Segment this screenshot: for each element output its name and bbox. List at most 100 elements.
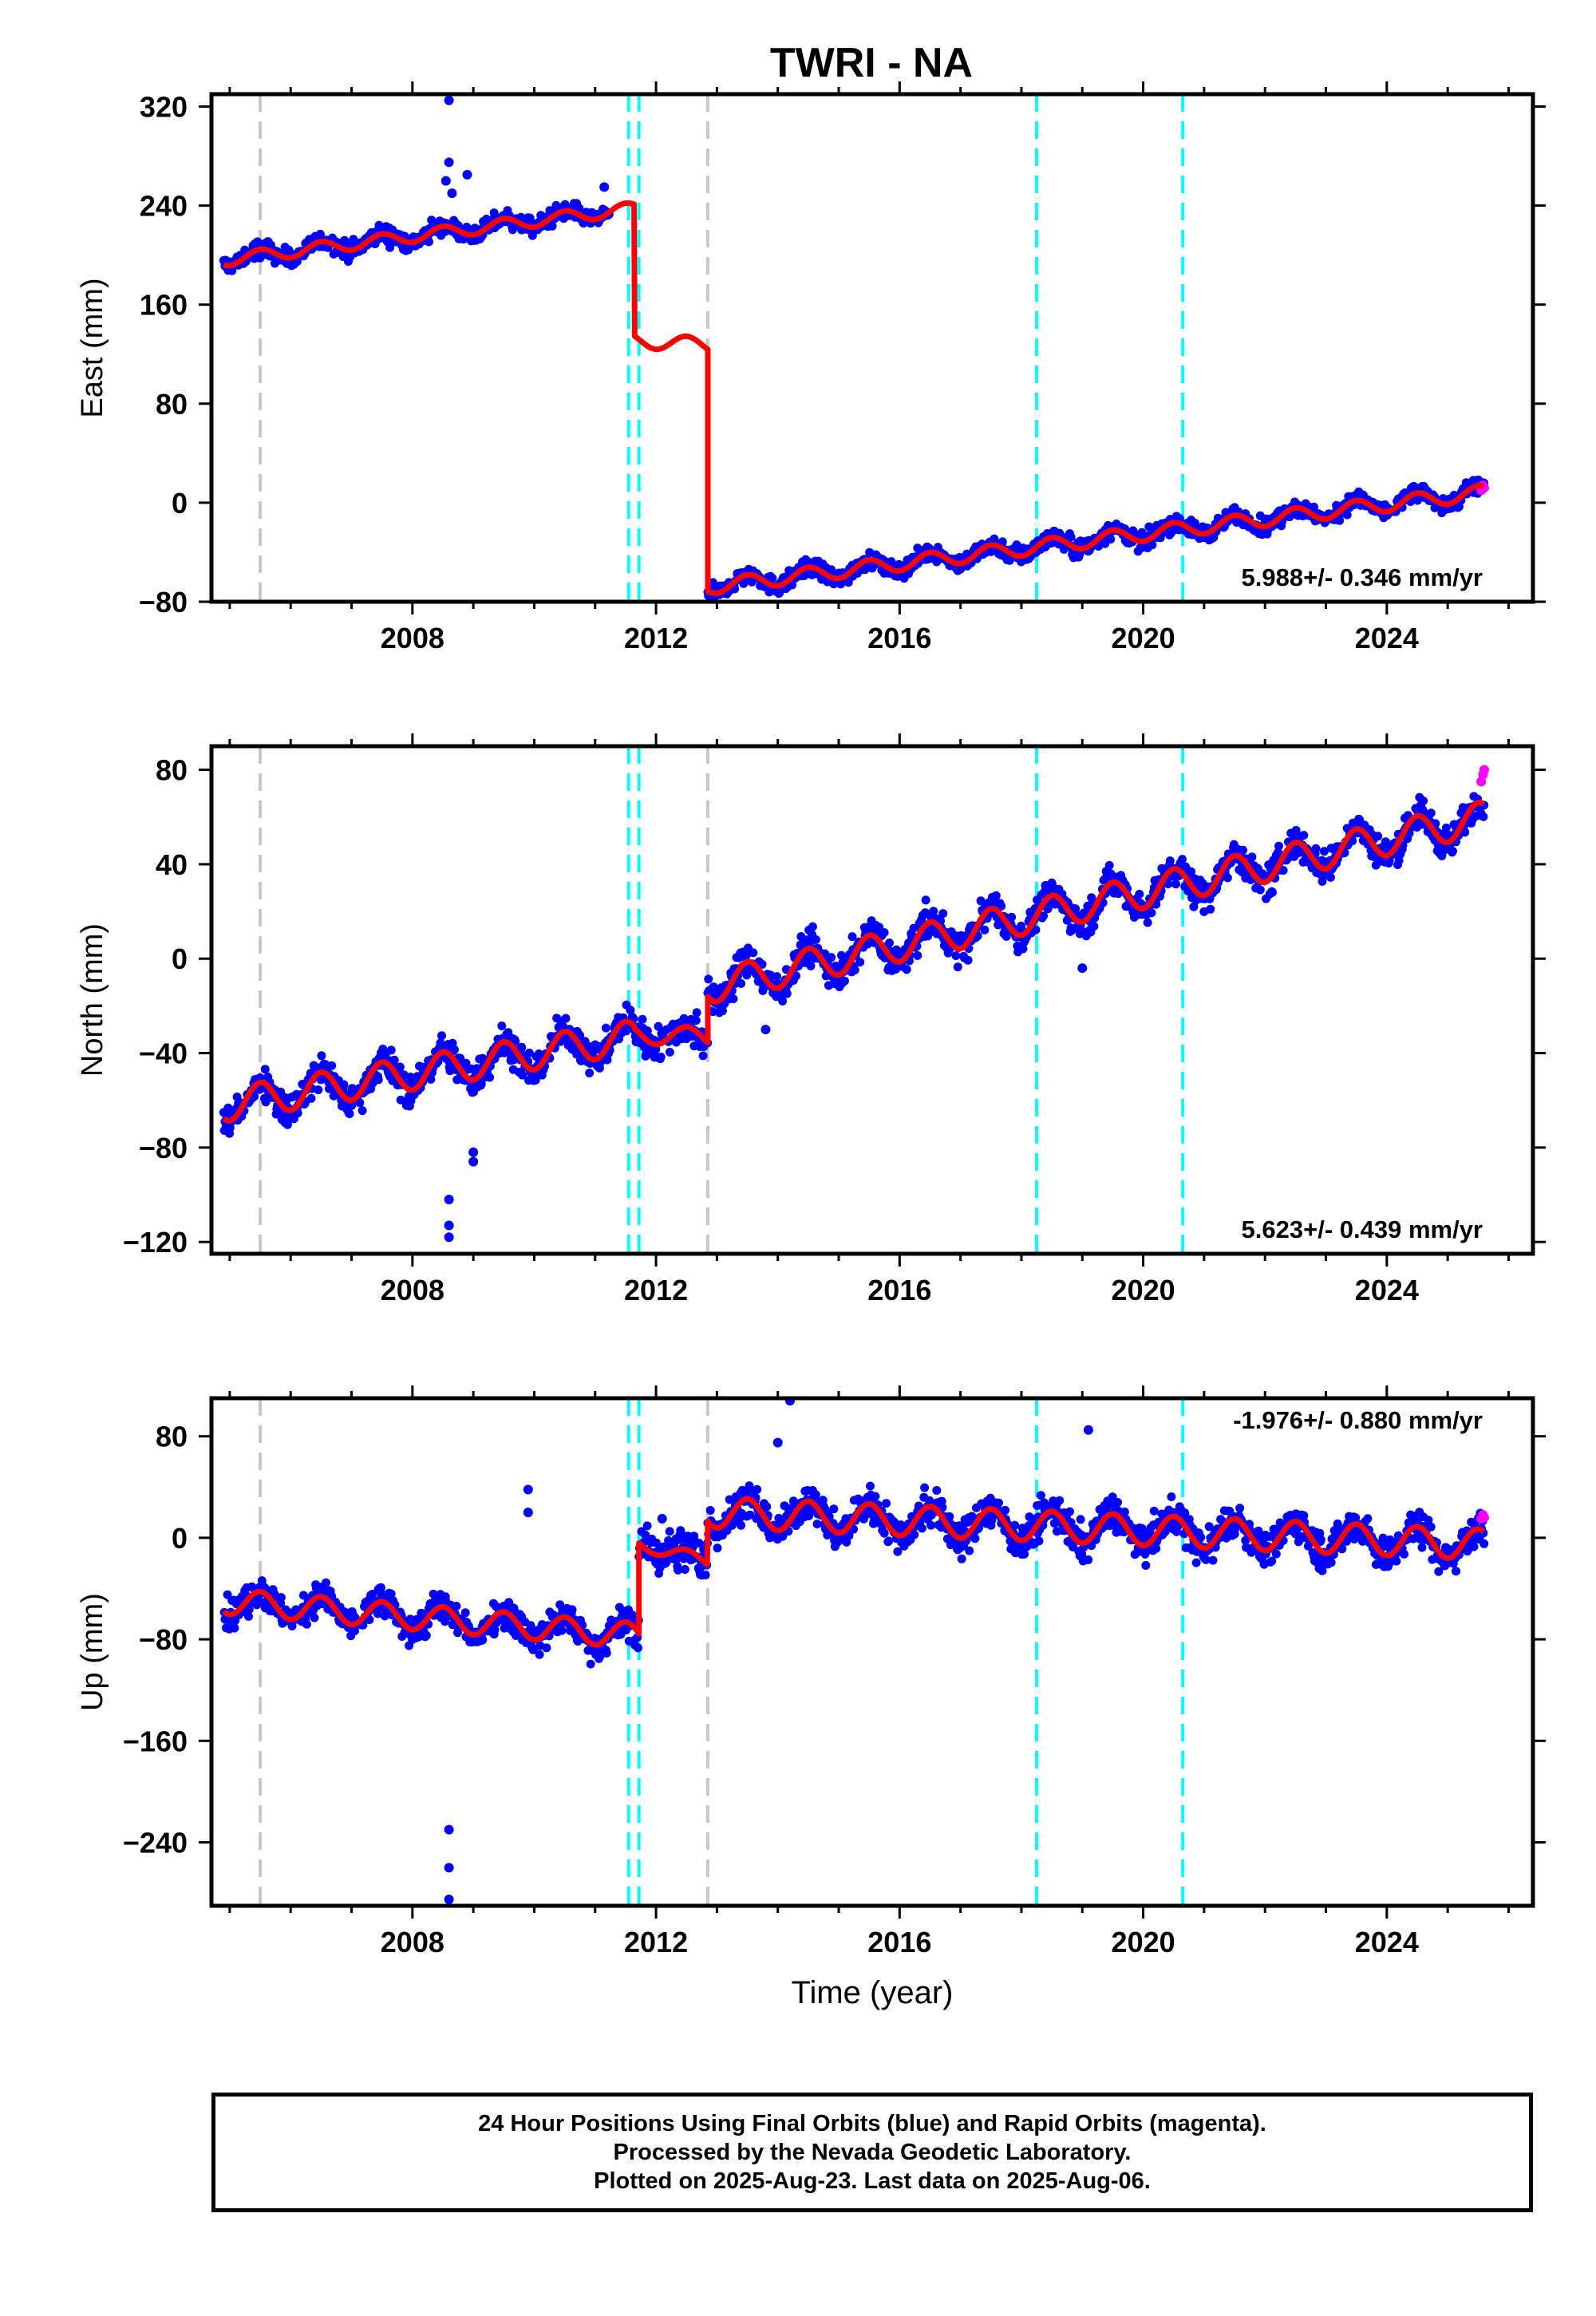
east-frame [209,92,1535,604]
up-plot-area [219,1398,1489,1906]
north-point [373,1075,383,1085]
north-point [1143,918,1152,927]
north-point [1441,823,1451,832]
north-outlier-point-5 [1077,963,1088,974]
east-panel: 2008 2012 2016 2020 2024−80080160240320East … [76,81,1546,654]
up-point [490,1625,500,1634]
up-point [1167,1492,1176,1501]
east-outlier-point-2 [440,176,451,186]
up-final-orbit-points [219,1481,1489,1669]
north-point [1089,922,1099,931]
up-point [634,1643,642,1653]
north-point [282,1120,292,1129]
east-x-tick-label: 2008 [381,622,444,654]
north-point [757,959,767,969]
north-point [953,962,962,972]
up-point [1196,1532,1206,1542]
east-x-tick-label: 2020 [1112,622,1175,654]
north-point [585,1069,595,1077]
up-point [586,1659,595,1669]
north-point [358,1106,367,1116]
east-x-tick-label: 2016 [867,622,931,654]
north-point [485,1073,495,1082]
up-point [651,1538,661,1547]
north-point [850,966,859,974]
up-point [1141,1561,1151,1570]
north-point [1206,904,1215,914]
north-point [437,1031,446,1041]
north-y-tick-label: 40 [156,848,188,881]
north-point [909,923,918,933]
north-y-axis-label: North (mm) [76,923,109,1077]
up-point [460,1608,470,1618]
east-y-tick-label: 240 [140,190,188,223]
east-y-axis-label: East (mm) [76,278,109,417]
up-point [965,1546,974,1555]
north-rapid-orbit-point-2 [1479,765,1489,775]
up-point [753,1484,762,1494]
east-point [1191,519,1199,528]
north-point [921,895,930,905]
north-outlier-point-0 [444,1194,454,1204]
up-point [365,1615,374,1624]
up-point [386,1589,396,1599]
up-point [1001,1505,1010,1515]
up-point [829,1504,839,1514]
north-point [792,971,800,981]
up-point [1316,1535,1325,1544]
north-point [656,1052,666,1061]
up-point [1149,1506,1159,1516]
north-point [1318,856,1328,866]
north-point [827,953,836,962]
east-outlier-point-5 [599,182,610,192]
north-plot-area [219,746,1489,1254]
east-point [315,229,325,239]
north-point [260,1065,270,1074]
east-y-tick-label: 160 [140,289,188,322]
up-point [452,1602,461,1611]
up-point [230,1623,239,1633]
east-point [1148,540,1157,550]
east-rate-label: 5.988+/- 0.346 mm/yr [1242,563,1483,591]
north-point [1018,944,1028,954]
up-point [879,1528,889,1538]
north-point [997,901,1006,911]
up-point [373,1609,382,1618]
north-panel: 2008 2012 2016 2020 2024−120−80−4004080North… [76,733,1546,1306]
north-model-curve [222,800,1486,1124]
up-point [247,1583,257,1592]
north-y-tick-label: −40 [139,1037,188,1070]
north-x-tick-label: 2008 [381,1274,444,1306]
north-point [517,1042,527,1052]
east-x-tick-label: 2012 [624,622,688,654]
north-point [1135,889,1144,899]
north-point [855,958,865,967]
north-point [749,948,758,958]
north-point [638,1014,647,1024]
up-point [276,1593,286,1603]
north-point [737,978,746,988]
north-point [778,996,788,1006]
north-point [601,1023,610,1033]
north-outlier-point-4 [468,1156,479,1167]
north-point [1278,866,1288,875]
up-point [421,1630,431,1640]
north-point [1255,885,1265,895]
north-point [1165,856,1175,866]
north-point [1171,879,1180,889]
north-point [692,1008,701,1018]
east-y-tick-label: 320 [140,91,188,124]
north-y-tick-label: −80 [139,1132,188,1164]
up-point [694,1539,704,1548]
east-point [1335,516,1345,525]
up-point [713,1543,722,1553]
north-point [729,994,738,1003]
north-point [345,1109,354,1118]
north-point [1325,872,1335,882]
north-point [1039,911,1049,921]
up-point [705,1506,715,1515]
north-point [913,951,922,960]
north-point [531,1075,540,1085]
north-point [395,1062,405,1072]
north-outlier-point-2 [444,1232,454,1243]
